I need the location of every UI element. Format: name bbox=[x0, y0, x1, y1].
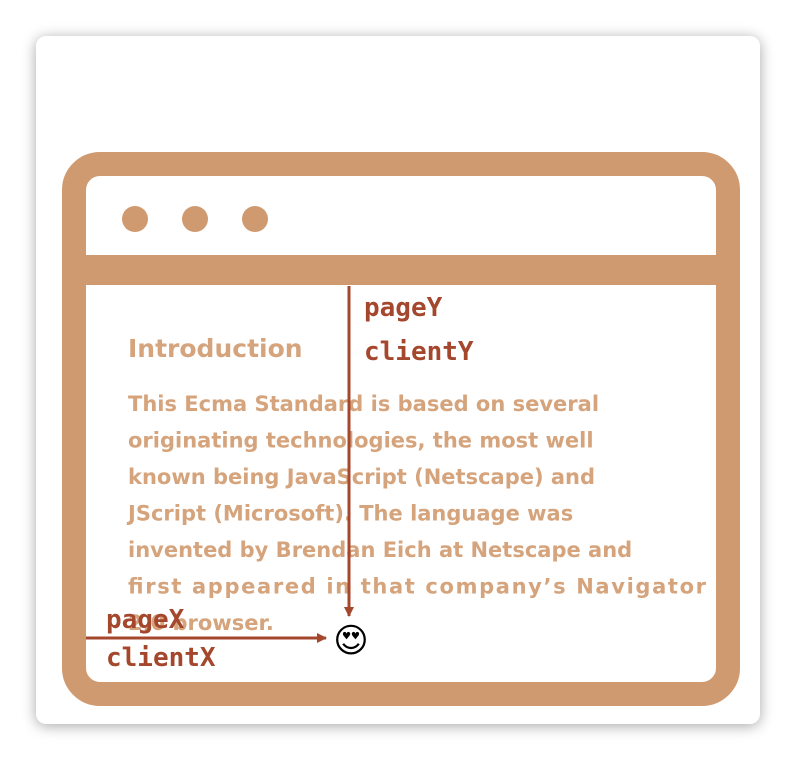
paragraph-line: originating technologies, the most well bbox=[128, 429, 594, 453]
window-dots-icon bbox=[122, 206, 268, 232]
window-dot bbox=[122, 206, 148, 232]
browser-window-frame bbox=[62, 152, 740, 706]
page-x-label: pageX bbox=[106, 605, 185, 635]
page-y-label: pageY bbox=[364, 293, 443, 323]
paragraph-line: first appeared in that company’s Navigat… bbox=[128, 575, 707, 599]
paragraph-line: known being JavaScript (Netscape) and bbox=[128, 465, 595, 489]
window-dot bbox=[182, 206, 208, 232]
paragraph-line: 2.0 browser. bbox=[128, 611, 274, 635]
client-y-label: clientY bbox=[364, 337, 474, 367]
article-paragraph: This Ecma Standard is based on several or… bbox=[126, 392, 707, 635]
article-heading: Introduction bbox=[128, 334, 303, 363]
paragraph-line: invented by Brendan Eich at Netscape and bbox=[128, 538, 632, 562]
client-x-label: clientX bbox=[106, 643, 216, 673]
paragraph-line: This Ecma Standard is based on several bbox=[128, 392, 599, 416]
pointer-emoji-icon: 😍 bbox=[333, 621, 368, 661]
window-dot bbox=[242, 206, 268, 232]
figure-card bbox=[36, 36, 760, 724]
